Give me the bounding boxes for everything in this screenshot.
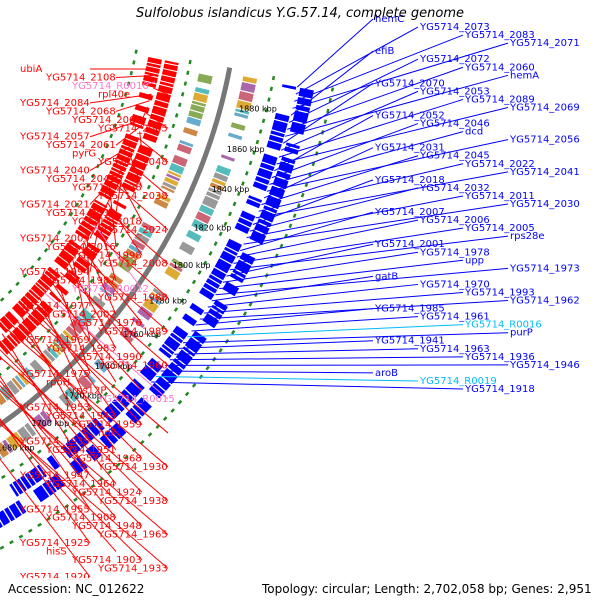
left-gene-label: YG5714_2048 — [97, 157, 168, 168]
right-gene-label: gatB — [375, 271, 398, 282]
left-gene-label: YG5714_2024 — [97, 225, 168, 236]
left-gene-label: YG5714_1933 — [97, 564, 168, 575]
right-gene-label: YG5714_1973 — [509, 263, 580, 274]
feature-mark — [228, 133, 243, 141]
feature-mark — [221, 154, 235, 162]
feature-mark — [183, 127, 198, 137]
right-label-leader — [183, 333, 508, 343]
reverse-gene-mark — [189, 303, 204, 316]
right-label-leader — [192, 317, 419, 331]
scale-tick-label: 1840 kbp — [212, 185, 250, 194]
right-gene-label: dcd — [465, 127, 483, 138]
right-gene-label: YG5714_2030 — [509, 199, 580, 210]
left-gene-label: YG5714_1938 — [97, 496, 168, 507]
right-gene-label: YG5714_2041 — [509, 167, 580, 178]
feature-mark — [240, 82, 255, 93]
left-gene-label: YG5714_1989 — [97, 326, 168, 337]
left-gene-label: YG5714_1965 — [97, 530, 168, 541]
right-gene-label: aroB — [375, 368, 398, 379]
feature-mark — [197, 74, 213, 85]
feature-mark — [179, 242, 195, 256]
accession-text: Accession: NC_012622 — [8, 582, 144, 596]
left-gene-label: pyrG — [72, 149, 96, 160]
right-label-leader — [174, 349, 418, 354]
left-gene-label: YG5714_1988 — [97, 293, 168, 304]
topology-text: Topology: circular; Length: 2,702,058 bp… — [262, 582, 592, 596]
right-gene-label: YG5714_2069 — [509, 102, 580, 113]
left-gene-label: hisS — [46, 547, 67, 558]
scale-tick-label: 1800 kbp — [173, 261, 211, 270]
right-gene-label: efiB — [375, 46, 394, 57]
map-title: Sulfolobus islandicus Y.G.57.14, complet… — [0, 6, 600, 21]
feature-mark — [231, 122, 246, 131]
right-gene-label: purP — [510, 328, 533, 339]
right-label-leader — [165, 365, 508, 366]
left-gene-label: ndk — [98, 428, 117, 439]
feature-mark — [238, 91, 254, 102]
reverse-gene-mark — [182, 313, 197, 326]
right-gene-label: YG5714_2056 — [509, 135, 580, 146]
left-gene-label: YG5714_R0015 — [97, 394, 175, 405]
footer-bar: Accession: NC_012622 Topology: circular;… — [0, 578, 600, 600]
right-gene-label: YG5714_1962 — [509, 296, 580, 307]
left-gene-label: YG5714_1960 — [97, 360, 168, 371]
scale-tick-label: 1820 kbp — [194, 224, 232, 233]
right-label-leader — [291, 51, 373, 115]
reverse-gene-mark — [272, 120, 288, 133]
right-gene-label: hemA — [510, 70, 539, 81]
right-gene-label: upp — [465, 255, 484, 266]
right-label-leader — [297, 19, 373, 87]
right-label-leader — [151, 382, 463, 389]
left-gene-label: rpoH — [46, 377, 70, 388]
right-gene-label: YG5714_2071 — [509, 38, 580, 49]
reverse-gene-mark — [282, 84, 296, 90]
right-gene-label: YG5714_1918 — [464, 384, 535, 395]
right-gene-label: rps28e — [510, 231, 545, 242]
right-label-leader — [161, 371, 373, 373]
left-gene-label: rpl40e — [98, 89, 130, 100]
right-gene-label: YG5714_1946 — [509, 360, 580, 371]
left-gene-label: YG5714_2038 — [97, 191, 168, 202]
left-gene-label: ubiA — [20, 64, 42, 75]
scale-tick-label: 1880 kbp — [239, 104, 277, 113]
left-gene-label: YG5714_2065 — [97, 123, 168, 134]
left-gene-label: YG5714_1930 — [97, 462, 168, 473]
scale-tick-label: 1860 kbp — [227, 145, 265, 154]
left-gene-label: YG5714_2008 — [97, 259, 168, 270]
